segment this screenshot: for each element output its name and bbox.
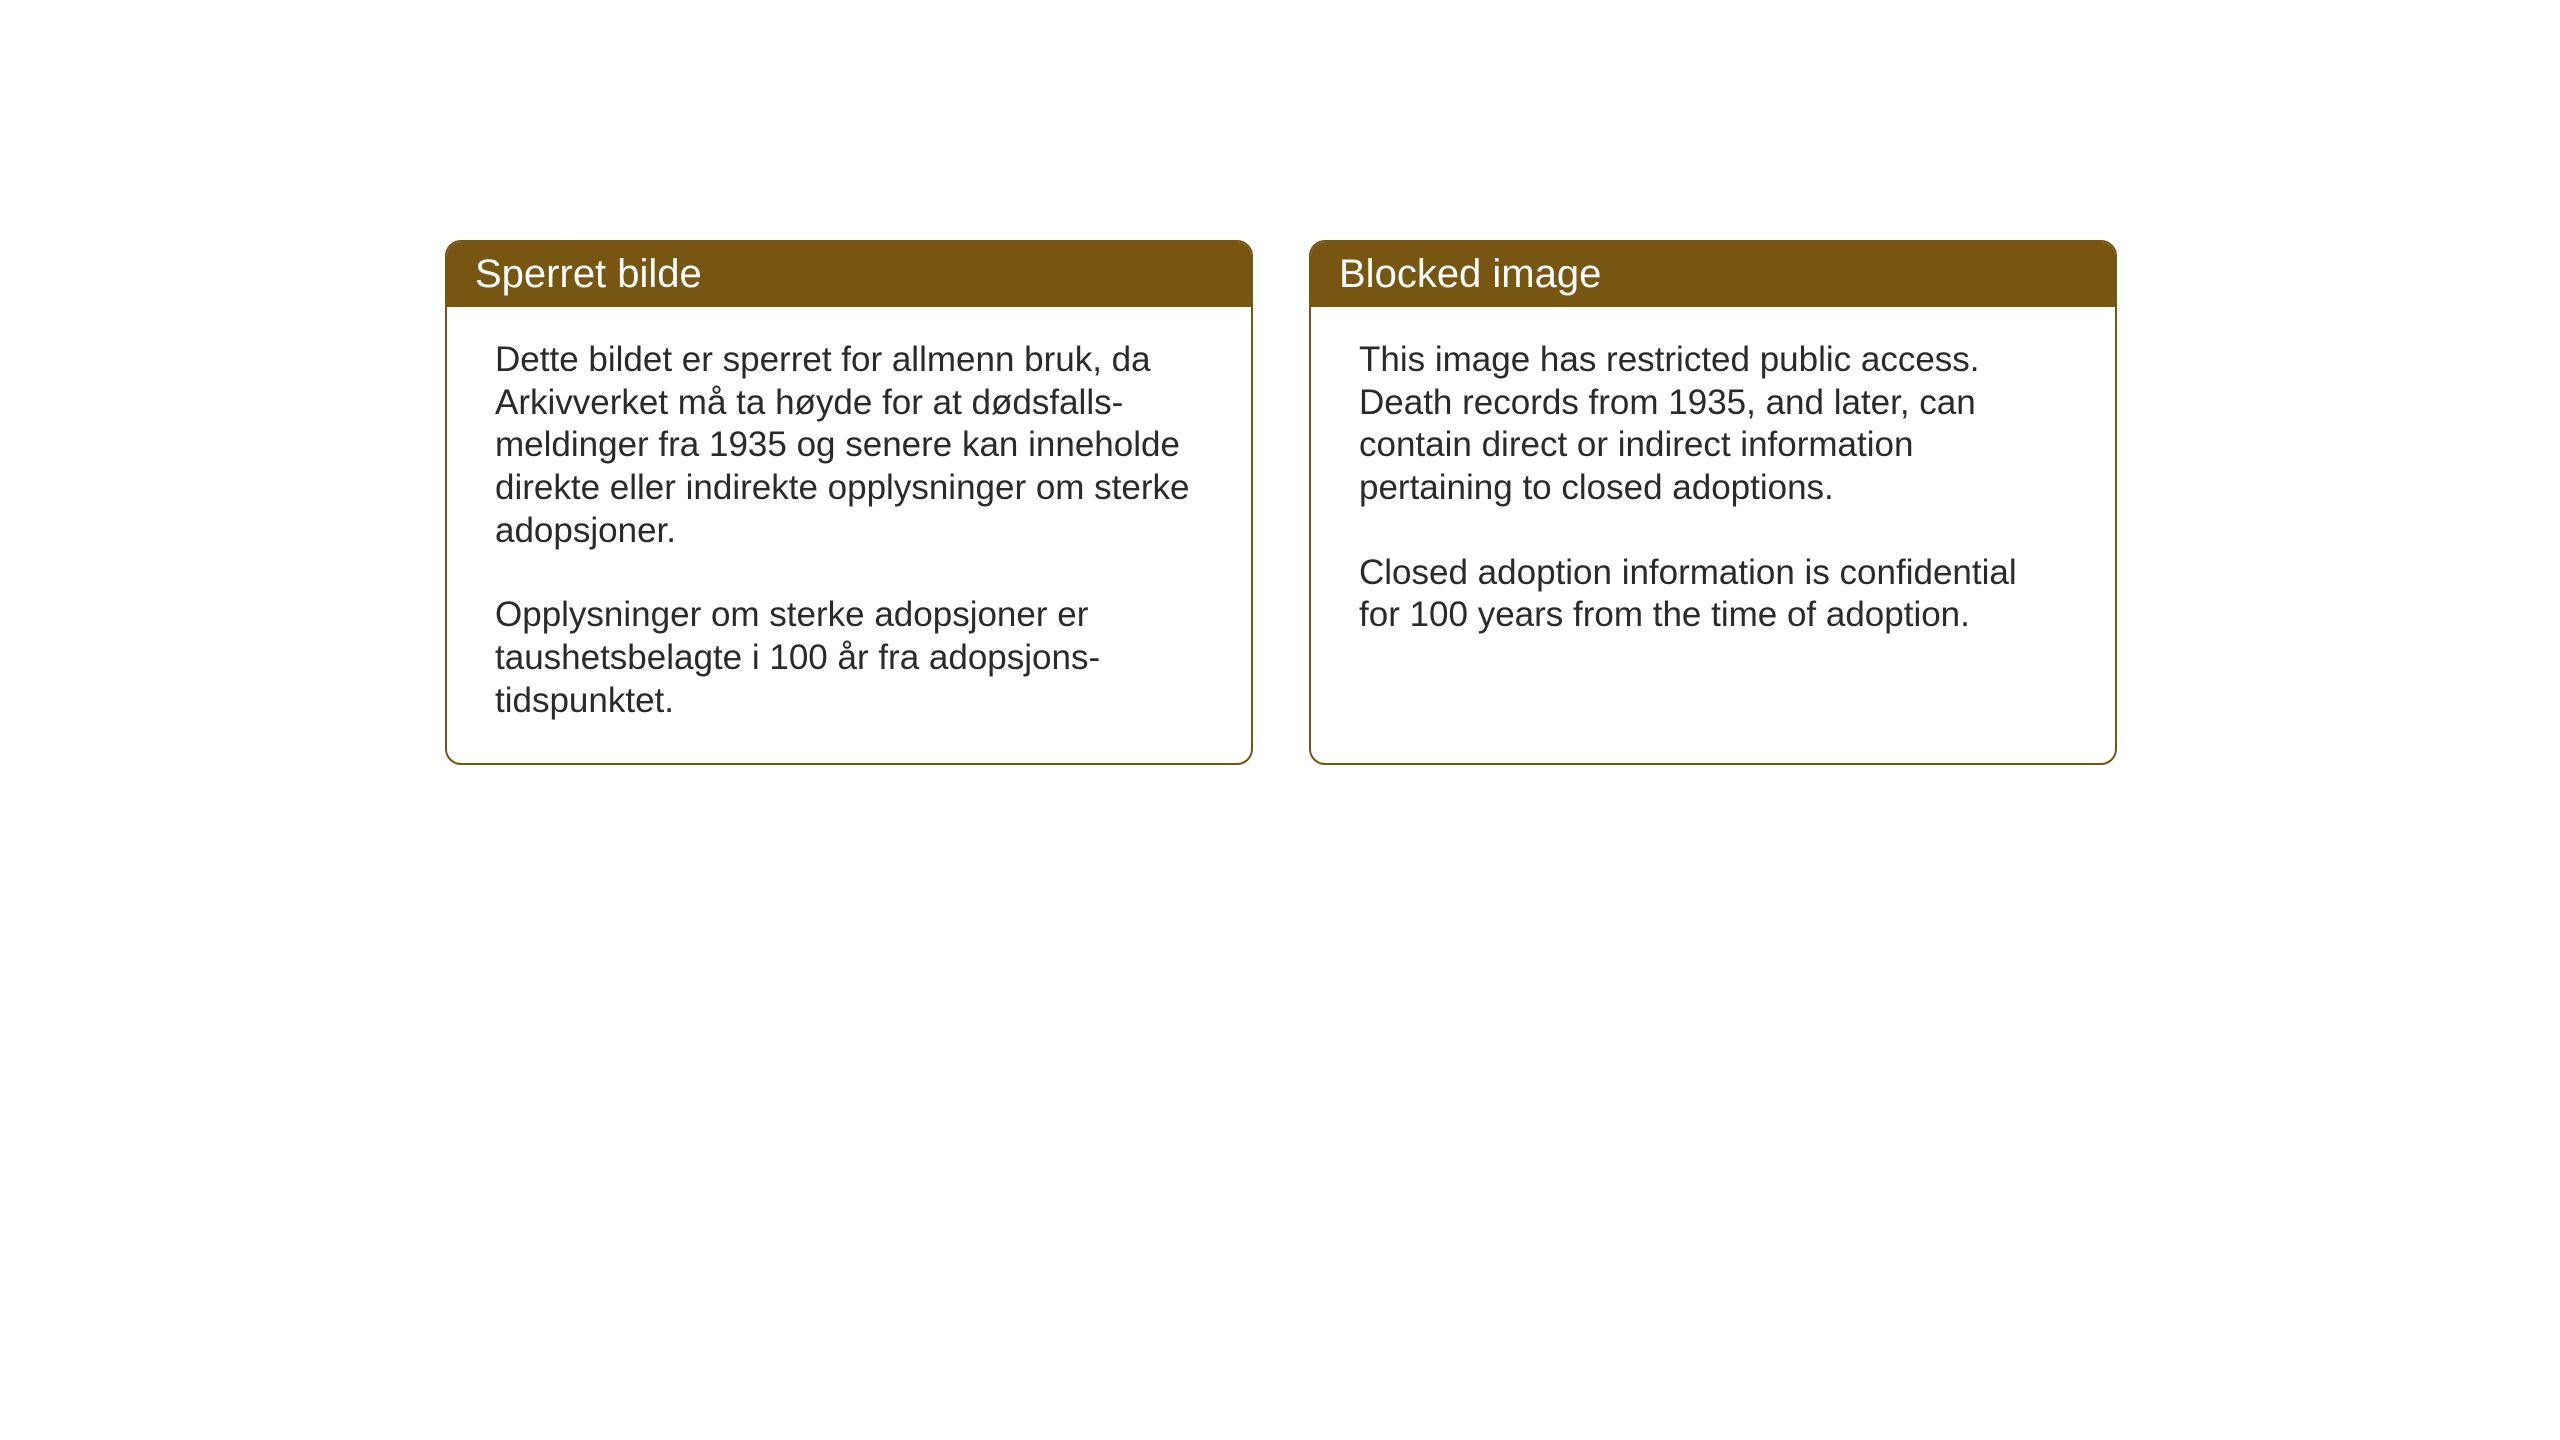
norwegian-paragraph-1: Dette bildet er sperret for allmenn bruk… xyxy=(495,339,1203,552)
english-card-title: Blocked image xyxy=(1311,242,2115,307)
norwegian-card-title: Sperret bilde xyxy=(447,242,1251,307)
norwegian-card-body: Dette bildet er sperret for allmenn bruk… xyxy=(447,307,1251,763)
english-paragraph-1: This image has restricted public access.… xyxy=(1359,339,2067,510)
english-info-card: Blocked image This image has restricted … xyxy=(1309,240,2117,765)
english-card-body: This image has restricted public access.… xyxy=(1311,307,2115,747)
info-cards-container: Sperret bilde Dette bildet er sperret fo… xyxy=(445,240,2117,765)
norwegian-info-card: Sperret bilde Dette bildet er sperret fo… xyxy=(445,240,1253,765)
english-paragraph-2: Closed adoption information is confident… xyxy=(1359,552,2067,637)
norwegian-paragraph-2: Opplysninger om sterke adopsjoner er tau… xyxy=(495,594,1203,722)
